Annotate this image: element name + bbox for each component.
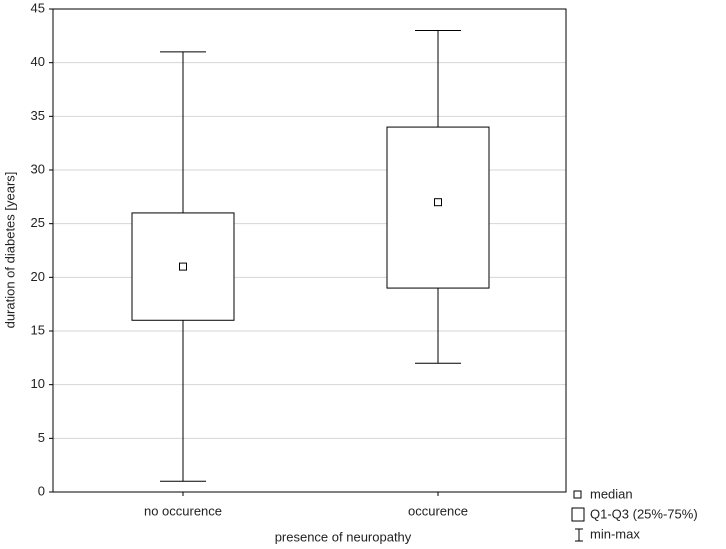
y-tick-label: 45	[31, 0, 45, 15]
legend-label: Q1-Q3 (25%-75%)	[590, 506, 698, 521]
x-axis-label: presence of neuropathy	[275, 529, 412, 544]
y-axis-label: duration of diabetes [years]	[2, 172, 17, 329]
legend: median Q1-Q3 (25%-75%) min-max	[571, 486, 698, 542]
plot-frame	[52, 8, 567, 493]
legend-label: min-max	[590, 526, 640, 541]
legend-median-symbol	[573, 490, 582, 499]
x-tick-label: occurence	[408, 503, 468, 518]
y-tick-label: 10	[31, 376, 45, 391]
y-tick-label: 25	[31, 215, 45, 230]
legend-whisker-symbol	[575, 528, 583, 542]
median-marker	[179, 262, 187, 271]
y-tick-label: 35	[31, 108, 45, 123]
y-tick-label: 5	[38, 430, 45, 445]
y-tick-label: 20	[31, 269, 45, 284]
legend-label: median	[590, 486, 633, 501]
y-tick-label: 30	[31, 161, 45, 176]
y-tick-label: 15	[31, 322, 45, 337]
x-tick-label: no occurence	[144, 503, 222, 518]
y-tick-label: 40	[31, 54, 45, 69]
y-tick-label: 0	[38, 483, 45, 498]
median-marker	[434, 198, 442, 207]
legend-box-symbol	[571, 507, 585, 522]
box	[386, 126, 490, 289]
